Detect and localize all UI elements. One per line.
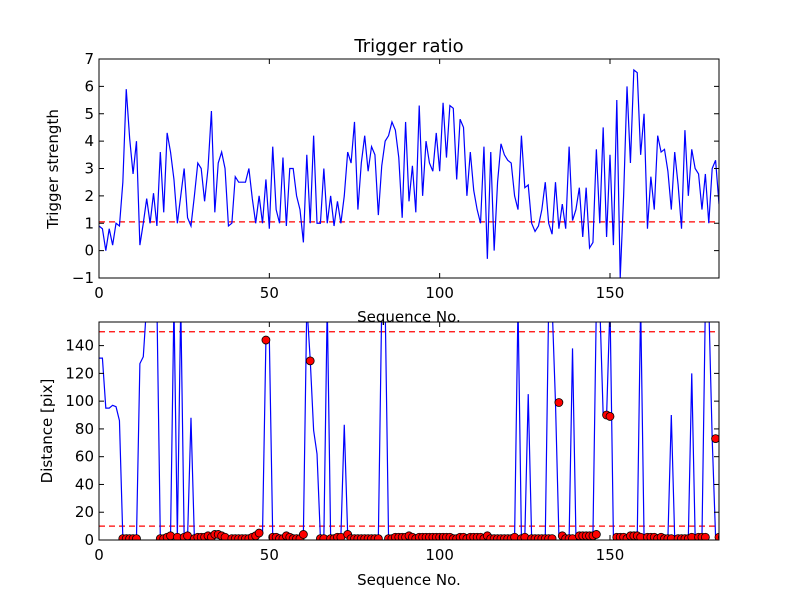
x-tick-label: 0 [94,284,104,302]
x-tick-label: 50 [260,546,279,564]
x-tick-label: 50 [260,284,279,302]
data-marker [714,532,719,540]
y-tick-label: 6 [84,77,94,95]
x-axis-label: Sequence No. [357,571,461,589]
data-marker [254,528,264,538]
x-tick-label: 150 [596,284,625,302]
data-marker [554,398,564,407]
y-tick-label: 40 [75,475,94,493]
y-tick-label: 140 [65,337,94,355]
data-marker [722,533,730,541]
plot-area [99,322,733,541]
y-tick-label: 120 [65,364,94,382]
distance-panel: 0 50 100 150 0 20 40 60 80 100 120 140 Sequence No.… [38,321,733,589]
y-tick-label: 0 [84,531,94,549]
y-axis-label: Distance [pix] [38,379,56,484]
data-marker [718,534,719,540]
y-tick-label: 4 [84,132,94,150]
series-line [99,322,719,540]
y-tick-label: 0 [84,242,94,260]
y-tick-label: −1 [72,269,94,287]
data-marker [261,335,271,345]
y-tick-label: 60 [75,448,94,466]
y-tick-label: 7 [84,50,94,68]
y-axis-label: Trigger strength [44,109,62,230]
x-tick-label: 150 [596,546,625,564]
series-line [99,68,719,278]
x-tick-label: 100 [425,546,454,564]
data-marker [725,532,733,540]
data-marker [591,530,601,539]
data-marker [700,532,710,540]
plot-frame [98,58,720,279]
x-axis-label: Sequence No. [357,308,461,326]
y-tick-label: 3 [84,160,94,178]
data-marker [605,412,615,421]
data-marker [132,534,141,540]
y-tick-label: 20 [75,503,94,521]
chart-title: Trigger ratio [353,36,463,57]
y-tick-label: 80 [75,420,94,438]
y-tick-label: 1 [84,214,94,232]
plot-area [99,68,719,278]
data-marker [547,534,557,540]
y-tick-label: 5 [84,105,94,123]
x-tick-label: 0 [94,546,104,564]
y-tick-label: 100 [65,392,94,410]
data-marker [711,434,719,444]
y-tick-label: 2 [84,187,94,205]
x-tick-label: 100 [425,284,454,302]
data-marker [298,530,308,539]
data-marker [373,534,383,540]
plot-frame [98,321,720,541]
data-marker [305,356,315,366]
